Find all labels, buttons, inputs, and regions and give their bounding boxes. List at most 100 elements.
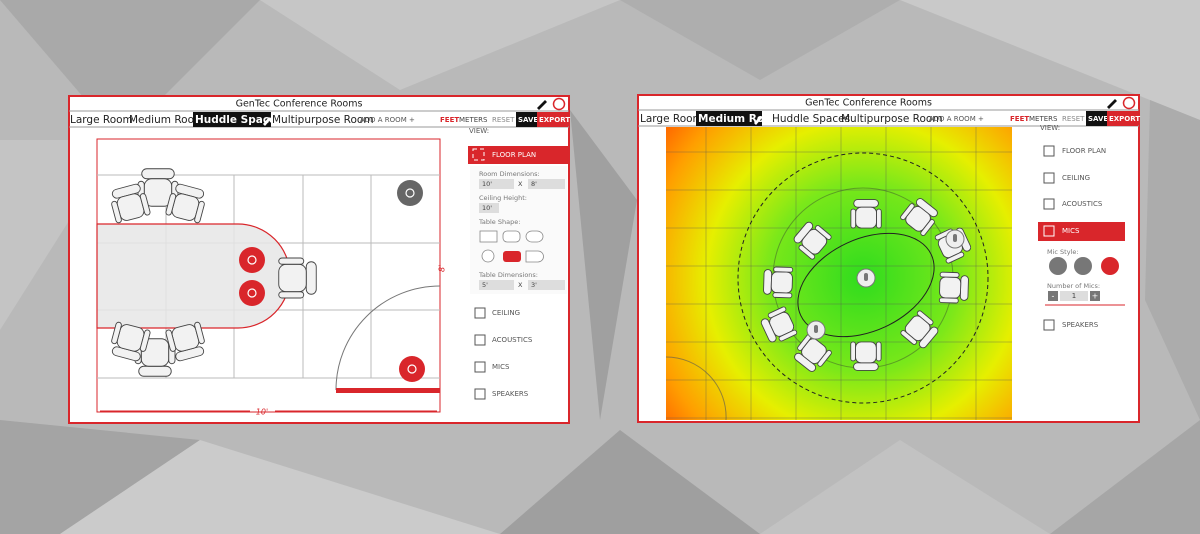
chair-arm: [798, 244, 816, 260]
unit-feet[interactable]: FEET: [440, 116, 459, 124]
right-window: GenTec Conference Rooms Large RoomMedium …: [637, 94, 1140, 423]
stepper-plus[interactable]: [1090, 291, 1100, 301]
stepper-minus[interactable]: [1048, 291, 1058, 301]
control-handle[interactable]: [239, 280, 265, 306]
chair-seat: [855, 206, 877, 229]
shape-d-active[interactable]: [503, 251, 521, 262]
input[interactable]: [479, 179, 514, 189]
room-tab[interactable]: Multipurpose Room: [272, 114, 374, 126]
view-item[interactable]: SPEAKERS: [492, 390, 529, 398]
chair-back: [141, 168, 175, 180]
add-room[interactable]: ADD A ROOM +: [360, 116, 415, 124]
room-tab[interactable]: Medium Room: [129, 114, 204, 126]
plus: +: [1092, 292, 1099, 301]
view-item[interactable]: ACOUSTICS: [1062, 200, 1103, 208]
view-item[interactable]: ACOUSTICS: [492, 336, 533, 344]
room-tab[interactable]: Huddle Spaces: [195, 114, 282, 126]
export-bg: [1107, 111, 1138, 126]
chair-arm: [165, 193, 177, 216]
room-length: 8': [531, 180, 537, 188]
input[interactable]: [479, 280, 514, 290]
view-icon: [474, 361, 486, 373]
shape-circle[interactable]: [481, 249, 495, 263]
room-tab[interactable]: Large Room: [70, 114, 133, 126]
mic-style[interactable]: [1049, 257, 1067, 275]
tab-edit-icon: [754, 116, 762, 125]
room-tab[interactable]: Medium Room: [698, 113, 782, 125]
shape-d[interactable]: [525, 250, 544, 263]
save-button[interactable]: SAVE: [1088, 115, 1108, 123]
tab-edit-icon: [263, 117, 271, 126]
export-button[interactable]: EXPORT: [1109, 115, 1140, 123]
chair-arm: [876, 208, 882, 229]
input[interactable]: [479, 203, 499, 213]
view-item[interactable]: CEILING: [1062, 174, 1090, 182]
mics-active[interactable]: [1038, 222, 1125, 241]
add-room[interactable]: ADD A ROOM +: [929, 115, 984, 123]
chair: [900, 310, 939, 349]
mic-style[interactable]: [1101, 257, 1119, 275]
view-item[interactable]: SPEAKERS: [1062, 321, 1099, 329]
control-handle[interactable]: [239, 247, 265, 273]
view-icon: [1043, 319, 1055, 331]
help-icon[interactable]: [552, 97, 566, 111]
chair-back: [305, 261, 317, 295]
reset-button[interactable]: RESET: [492, 116, 515, 124]
chair: [793, 221, 832, 260]
chair-back: [138, 365, 172, 377]
input[interactable]: [528, 179, 565, 189]
view-item[interactable]: FLOOR PLAN: [1062, 147, 1106, 155]
chair-arm: [139, 193, 151, 216]
mic-style-label: Mic Style:: [1047, 248, 1079, 256]
chair-arm: [773, 266, 794, 273]
room-length-label: 8': [438, 265, 447, 272]
chair-arm: [772, 292, 793, 299]
control-handle[interactable]: [397, 180, 423, 206]
view-icon: [1043, 172, 1055, 184]
room-tab[interactable]: Large Room: [640, 113, 703, 125]
chair: [794, 334, 832, 372]
control-handle[interactable]: [399, 356, 425, 382]
chair: [763, 266, 794, 299]
mic-style[interactable]: [1074, 257, 1092, 275]
view-label: VIEW:: [469, 127, 489, 135]
view-label: VIEW:: [1040, 124, 1060, 132]
save-bg: [516, 112, 537, 127]
control-icon: [247, 288, 257, 298]
save-bg: [1086, 111, 1107, 126]
floor-plan-active[interactable]: [468, 146, 569, 164]
edit-icon: [1107, 99, 1117, 109]
view-item[interactable]: MICS: [492, 363, 510, 371]
coverage-ring: [737, 152, 989, 404]
floor-plan: FLOOR PLAN: [492, 151, 536, 159]
shape-rect[interactable]: [479, 230, 498, 243]
shape-rounded[interactable]: [502, 230, 521, 243]
input[interactable]: [528, 280, 565, 290]
chair-seat: [939, 276, 962, 299]
help-icon[interactable]: [1122, 96, 1136, 110]
export-button[interactable]: EXPORT: [539, 116, 570, 124]
chair-arm: [111, 200, 122, 224]
room-tab[interactable]: Huddle Spaces: [772, 113, 850, 125]
unit-meters[interactable]: METERS: [1029, 115, 1058, 123]
view-item[interactable]: MICS: [1062, 227, 1080, 235]
view-item[interactable]: CEILING: [492, 309, 520, 317]
view-icon: [474, 334, 486, 346]
control-icon: [405, 188, 415, 198]
unit-meters[interactable]: METERS: [459, 116, 488, 124]
number-of-mics-label: Number of Mics:: [1047, 282, 1100, 290]
edit-icon: [537, 100, 547, 110]
room-tab[interactable]: Multipurpose Room: [841, 113, 943, 125]
chair-arm: [900, 203, 915, 221]
save-button[interactable]: SAVE: [518, 116, 538, 124]
export-bg: [537, 112, 568, 127]
reset-button[interactable]: RESET: [1062, 115, 1085, 123]
stepper-field: [1060, 291, 1088, 301]
shape-boat[interactable]: [525, 230, 544, 243]
chair-arm: [817, 349, 832, 367]
unit-feet[interactable]: FEET: [1010, 115, 1029, 123]
door-swing: [665, 356, 727, 421]
chair-back: [763, 269, 773, 295]
minus: -: [1052, 292, 1055, 301]
